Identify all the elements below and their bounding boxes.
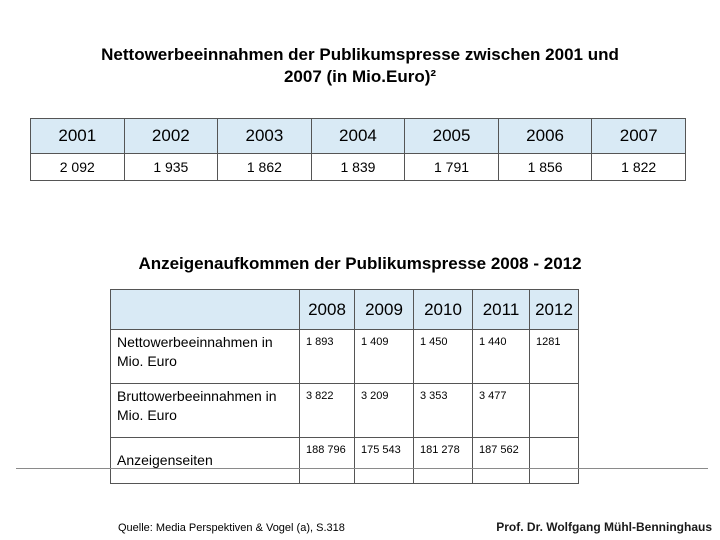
author-credit: Prof. Dr. Wolfgang Mühl-Benninghaus <box>496 520 712 534</box>
value-cell: 1 862 <box>217 153 312 181</box>
table-row: Anzeigenseiten 188 796 175 543 181 278 1… <box>110 437 579 484</box>
year-cell: 2008 <box>299 289 355 330</box>
row-label: Anzeigenseiten <box>110 437 300 484</box>
source-note: Quelle: Media Perspektiven & Vogel (a), … <box>118 522 345 534</box>
section-title: Anzeigenaufkommen der Publikumspresse 20… <box>138 254 582 273</box>
table-2008-2012: 2008 2009 2010 2011 2012 Nettowerbeeinna… <box>110 289 579 484</box>
table-row: Nettowerbeeinnahmen in Mio. Euro 1 893 1… <box>110 329 579 384</box>
year-cell: 2010 <box>413 289 473 330</box>
empty-header-cell <box>110 289 300 330</box>
year-cell: 2009 <box>354 289 414 330</box>
year-cell: 2002 <box>123 118 219 154</box>
year-cell: 2005 <box>404 118 499 154</box>
value-cell: 1 839 <box>310 153 406 181</box>
value-cell: 1 893 <box>299 329 355 384</box>
value-cell: 3 353 <box>413 383 473 438</box>
value-cell: 3 477 <box>472 383 530 438</box>
value-cell: 1 822 <box>591 153 686 181</box>
value-cell: 1 409 <box>354 329 414 384</box>
value-cell: 3 822 <box>299 383 355 438</box>
year-cell: 2001 <box>30 118 125 154</box>
value-cell: 175 543 <box>354 437 414 484</box>
value-cell: 1 440 <box>472 329 530 384</box>
year-cell: 2003 <box>217 118 312 154</box>
value-cell: 3 209 <box>354 383 414 438</box>
value-cell: 1 935 <box>123 153 219 181</box>
year-cell: 2012 <box>529 289 579 330</box>
slide-title-line2: 2007 (in Mio.Euro)² <box>283 67 437 86</box>
slide-title-line1: Nettowerbeeinnahmen der Publikumspresse … <box>101 45 619 64</box>
table-header-row: 2008 2009 2010 2011 2012 <box>110 289 579 330</box>
table-header-row: 2001 2002 2003 2004 2005 2006 2007 <box>30 118 686 154</box>
row-label: Nettowerbeeinnahmen in Mio. Euro <box>110 329 300 384</box>
value-cell: 188 796 <box>299 437 355 484</box>
value-cell: 187 562 <box>472 437 530 484</box>
year-cell: 2007 <box>591 118 686 154</box>
value-cell: 1281 <box>529 329 579 384</box>
row-label: Bruttowerbeeinnahmen in Mio. Euro <box>110 383 300 438</box>
value-cell: 1 856 <box>497 153 593 181</box>
value-cell: 181 278 <box>413 437 473 484</box>
year-cell: 2011 <box>472 289 530 330</box>
value-cell: 1 791 <box>404 153 499 181</box>
footer-divider <box>16 468 708 469</box>
table-row: Bruttowerbeeinnahmen in Mio. Euro 3 822 … <box>110 383 579 438</box>
year-cell: 2006 <box>497 118 593 154</box>
year-cell: 2004 <box>310 118 406 154</box>
table-2001-2007: 2001 2002 2003 2004 2005 2006 2007 2 092… <box>30 118 686 181</box>
value-cell <box>529 383 579 438</box>
table-row: 2 092 1 935 1 862 1 839 1 791 1 856 1 82… <box>30 153 686 181</box>
value-cell <box>529 437 579 484</box>
value-cell: 1 450 <box>413 329 473 384</box>
slide-title: Nettowerbeeinnahmen der Publikumspresse … <box>20 44 700 88</box>
value-cell: 2 092 <box>30 153 125 181</box>
